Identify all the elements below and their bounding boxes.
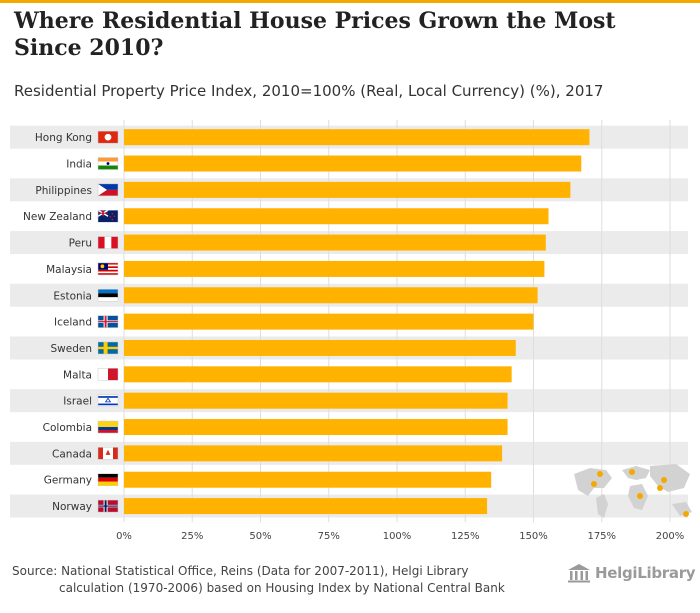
- x-tick-label: 100%: [383, 531, 412, 542]
- bar: [124, 498, 488, 515]
- bar: [124, 155, 582, 172]
- bar: [124, 313, 534, 330]
- sweden-flag-icon: [97, 341, 119, 355]
- x-tick-label: 125%: [451, 531, 480, 542]
- chart-subtitle: Residential Property Price Index, 2010=1…: [14, 82, 604, 100]
- x-tick-label: 150%: [519, 531, 548, 542]
- category-label: Israel: [63, 396, 92, 408]
- malaysia-flag-icon: [97, 262, 119, 276]
- category-label: Germany: [44, 475, 92, 487]
- x-tick-label: 0%: [116, 531, 132, 542]
- x-tick-label: 175%: [587, 531, 616, 542]
- category-label: Estonia: [53, 290, 92, 302]
- iceland-flag-icon: [97, 315, 119, 328]
- hong-kong-flag-icon: [97, 130, 119, 144]
- category-label: Norway: [52, 501, 92, 513]
- category-label: India: [66, 159, 92, 171]
- source-note: Source: National Statistical Office, Rei…: [12, 563, 542, 597]
- chart-title: Where Residential House Prices Grown the…: [14, 8, 616, 61]
- category-label: New Zealand: [23, 211, 92, 223]
- bar: [124, 129, 590, 146]
- bar: [124, 471, 492, 488]
- peru-flag-icon: [97, 236, 119, 249]
- category-label: Colombia: [43, 422, 92, 434]
- bar: [124, 234, 546, 251]
- malta-flag-icon: [97, 368, 119, 381]
- bar-chart: Hong Kong India Philippines New Zealand Peru…: [10, 120, 692, 542]
- category-label: Peru: [69, 238, 92, 250]
- colombia-flag-icon: [97, 420, 119, 434]
- germany-flag-icon: [97, 473, 119, 486]
- world-map-watermark: [574, 464, 692, 518]
- category-label: Sweden: [51, 343, 93, 355]
- x-tick-label: 200%: [656, 531, 685, 542]
- source-line-2: calculation (1970-2006) based on Housing…: [59, 581, 505, 595]
- top-accent-bar: [0, 0, 700, 3]
- bar: [124, 392, 508, 409]
- helgi-library-logo: HelgiLibrary: [566, 562, 696, 584]
- logo-text: HelgiLibrary: [595, 564, 696, 582]
- library-building-icon: [568, 564, 590, 583]
- x-tick-label: 25%: [181, 531, 203, 542]
- category-label: Canada: [52, 448, 92, 460]
- bar: [124, 366, 512, 383]
- israel-flag-icon: [97, 394, 119, 407]
- bar: [124, 445, 503, 462]
- canada-flag-icon: [97, 447, 119, 460]
- new-zealand-flag-icon: [97, 209, 119, 223]
- estonia-flag-icon: [97, 289, 119, 302]
- norway-flag-icon: [97, 499, 119, 513]
- bar: [124, 208, 549, 225]
- bar: [124, 260, 545, 277]
- bar: [124, 339, 516, 356]
- category-label: Iceland: [54, 317, 92, 329]
- category-label: Philippines: [35, 185, 92, 197]
- bar: [124, 287, 538, 304]
- category-label: Malaysia: [46, 264, 92, 276]
- india-flag-icon: [97, 157, 119, 170]
- bar: [124, 419, 508, 436]
- source-line-1: Source: National Statistical Office, Rei…: [12, 564, 469, 578]
- x-tick-label: 50%: [249, 531, 271, 542]
- category-label: Hong Kong: [35, 132, 92, 144]
- bar: [124, 181, 571, 198]
- category-label: Malta: [63, 369, 92, 381]
- philippines-flag-icon: [97, 183, 119, 197]
- x-tick-label: 75%: [318, 531, 340, 542]
